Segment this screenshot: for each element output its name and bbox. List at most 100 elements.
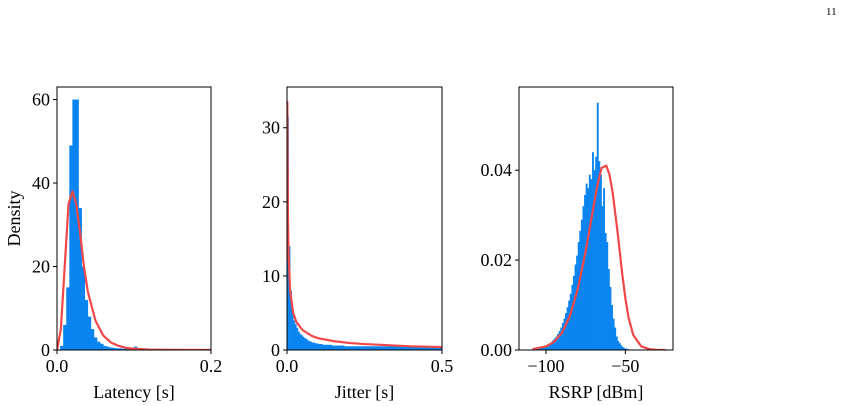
histogram-bar	[316, 343, 319, 350]
x-tick-label: −100	[527, 356, 564, 376]
histogram-bar	[364, 346, 367, 350]
histogram-bar	[121, 348, 126, 350]
histogram-bar	[366, 346, 368, 350]
histogram-bar	[321, 344, 323, 350]
histogram-bar	[344, 346, 347, 350]
histogram-bar	[438, 347, 441, 350]
histogram-bar	[333, 345, 336, 350]
histogram-bar	[325, 344, 328, 350]
histogram-bar	[601, 206, 604, 350]
histogram-bar	[592, 152, 594, 350]
plot-area	[287, 100, 442, 350]
histogram-bar	[331, 345, 334, 350]
histogram-bar	[434, 347, 437, 350]
histogram-bar	[565, 313, 567, 350]
histogram-bar	[349, 346, 351, 350]
histogram-bar	[318, 344, 320, 350]
histogram-bar	[612, 318, 615, 350]
histogram-bar	[375, 346, 378, 350]
histogram-bar	[112, 347, 116, 350]
y-tick-label: 20	[32, 257, 50, 277]
histogram-bar	[350, 346, 353, 350]
y-tick-label: 0	[271, 340, 280, 360]
x-tick-label: −50	[611, 356, 639, 376]
histogram-bar	[300, 335, 303, 350]
histogram-bar	[421, 346, 424, 350]
histogram-bar	[60, 345, 64, 350]
histogram-bar	[291, 312, 294, 350]
histogram-bar	[599, 174, 602, 350]
histogram-bar	[372, 346, 375, 350]
histogram-bar	[557, 333, 559, 350]
y-tick-label: 0	[41, 340, 50, 360]
x-tick-label: 0.2	[200, 356, 223, 376]
plot-area	[57, 99, 211, 350]
histogram-bar	[395, 346, 398, 350]
histogram-bar	[378, 346, 381, 350]
histogram-bar	[288, 246, 291, 350]
histogram-bar	[338, 345, 340, 350]
histogram-bar	[100, 343, 104, 350]
histogram-bar	[420, 346, 423, 350]
page-number: 11	[826, 6, 837, 18]
y-tick-label: 60	[32, 90, 50, 110]
histogram-bar	[389, 346, 392, 350]
histogram-bar	[310, 341, 313, 350]
histogram-bar	[603, 188, 606, 350]
histogram-bar	[417, 346, 420, 350]
histogram-bar	[78, 208, 82, 350]
histogram-bar	[406, 346, 409, 350]
y-tick-label: 40	[32, 173, 50, 193]
histogram-bar	[561, 323, 564, 350]
y-tick-label: 0.00	[481, 340, 513, 360]
histogram-bar	[431, 347, 433, 350]
histogram-bar	[577, 242, 580, 350]
histogram-bar	[542, 346, 545, 350]
histogram-bar	[415, 346, 418, 350]
histogram-bar	[541, 346, 544, 350]
histogram-bar	[440, 347, 442, 350]
histogram-bar	[428, 347, 430, 350]
histogram-bar	[297, 331, 300, 350]
y-tick-label: 20	[262, 192, 280, 212]
histogram-bar	[336, 345, 339, 350]
histogram-bar	[330, 344, 333, 350]
histogram-bar	[545, 345, 548, 350]
histogram-bar	[563, 318, 566, 350]
histogram-bar	[359, 346, 362, 350]
histogram-bar	[435, 347, 438, 350]
histogram-bar	[305, 338, 308, 350]
histogram-bar	[347, 346, 350, 350]
histogram-bar	[568, 300, 571, 350]
histogram-bar	[319, 344, 322, 350]
histogram-bar	[611, 305, 613, 350]
histogram-bar	[607, 269, 610, 350]
histogram-bar	[355, 346, 358, 350]
histogram-bar	[361, 346, 364, 350]
histogram-bar	[414, 346, 416, 350]
histogram-bar	[353, 346, 356, 350]
histogram-bar	[358, 346, 361, 350]
histogram-bar	[407, 346, 410, 350]
histogram-bar	[579, 230, 582, 350]
histogram-bar	[569, 293, 572, 350]
histogram-bar	[550, 341, 553, 350]
histogram-bar	[558, 331, 561, 350]
histogram-bar	[560, 327, 563, 350]
histogram-bar	[299, 333, 302, 350]
histogram-bar	[609, 287, 612, 350]
histogram-bar	[313, 342, 316, 350]
histogram-bar	[555, 336, 558, 350]
y-tick-label: 30	[262, 118, 280, 138]
histogram-bar	[409, 346, 412, 350]
histogram-bar	[369, 346, 371, 350]
y-tick-label: 0.02	[481, 250, 513, 270]
axes-frame	[56, 86, 212, 351]
histogram-bar	[327, 344, 330, 350]
histogram-bar	[311, 342, 314, 350]
histogram-bar	[115, 348, 119, 350]
fit-curve-line	[57, 190, 211, 350]
histogram-bar	[296, 327, 299, 350]
histogram-bar	[322, 344, 325, 350]
histogram-bar	[590, 179, 593, 350]
